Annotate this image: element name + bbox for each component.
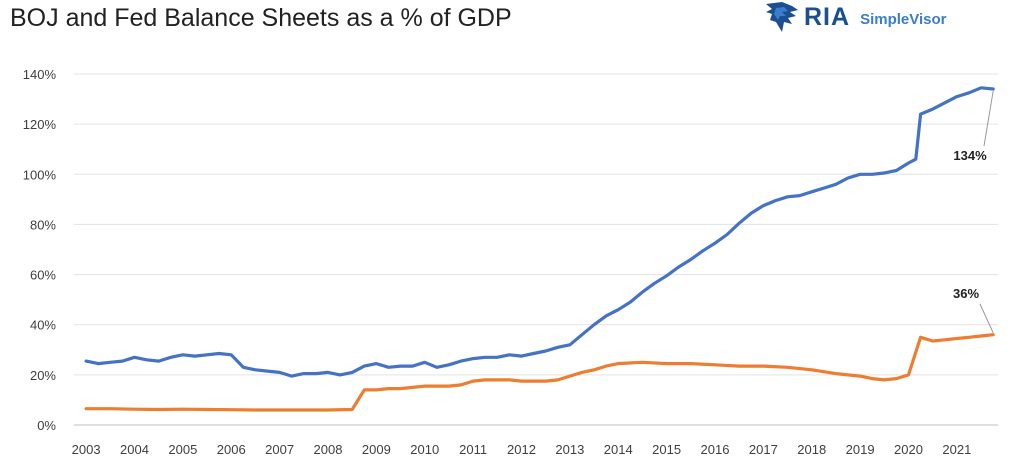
x-tick-label: 2007 [265, 442, 294, 457]
lion-head-icon [766, 2, 798, 32]
x-tick-label: 2017 [749, 442, 778, 457]
x-tick-label: 2016 [701, 442, 730, 457]
chart-title: BOJ and Fed Balance Sheets as a % of GDP [10, 4, 512, 32]
series-line [84, 333, 995, 412]
y-tick-label: 80% [30, 217, 56, 232]
x-tick-label: 2011 [459, 442, 487, 457]
y-tick-label: 20% [30, 368, 56, 383]
y-axis-ticks: 0% 20% 40% 60% 80% 100% 120% 140% [23, 67, 57, 433]
end-value-label: 36% [953, 286, 979, 301]
x-tick-label: 2021 [942, 442, 971, 457]
x-tick-label: 2005 [168, 442, 197, 457]
x-tick-label: 2010 [410, 442, 439, 457]
y-tick-label: 140% [23, 67, 57, 82]
y-tick-label: 60% [30, 268, 56, 283]
y-tick-label: 120% [23, 117, 57, 132]
x-axis-ticks: 2003 2004 2005 2006 2007 2008 2009 2010 2011 2012… [72, 442, 972, 457]
x-tick-label: 2009 [362, 442, 391, 457]
x-tick-label: 2003 [72, 442, 101, 457]
data-labels: 134% 36% [953, 90, 994, 333]
x-tick-label: 2012 [507, 442, 536, 457]
x-tick-label: 2008 [314, 442, 343, 457]
x-tick-label: 2013 [555, 442, 584, 457]
gridlines [74, 73, 998, 426]
x-tick-label: 2015 [652, 442, 681, 457]
ria-simplevisor-logo: RIA SimpleVisor [762, 0, 947, 34]
y-tick-label: 40% [30, 318, 56, 333]
end-value-label: 134% [953, 148, 987, 163]
data-label-leader [979, 303, 994, 333]
logo-wordmark: RIA [804, 2, 851, 31]
x-tick-label: 2014 [604, 442, 633, 457]
y-tick-label: 100% [23, 167, 57, 182]
x-tick-label: 2019 [846, 442, 875, 457]
x-tick-label: 2020 [894, 442, 923, 457]
series-lines [84, 86, 995, 412]
x-tick-label: 2006 [217, 442, 246, 457]
data-label-leader [983, 90, 994, 147]
logo-product-name: SimpleVisor [860, 10, 947, 28]
x-tick-label: 2004 [120, 442, 149, 457]
x-tick-label: 2018 [797, 442, 826, 457]
y-tick-label: 0% [37, 418, 56, 433]
series-line [84, 86, 995, 378]
